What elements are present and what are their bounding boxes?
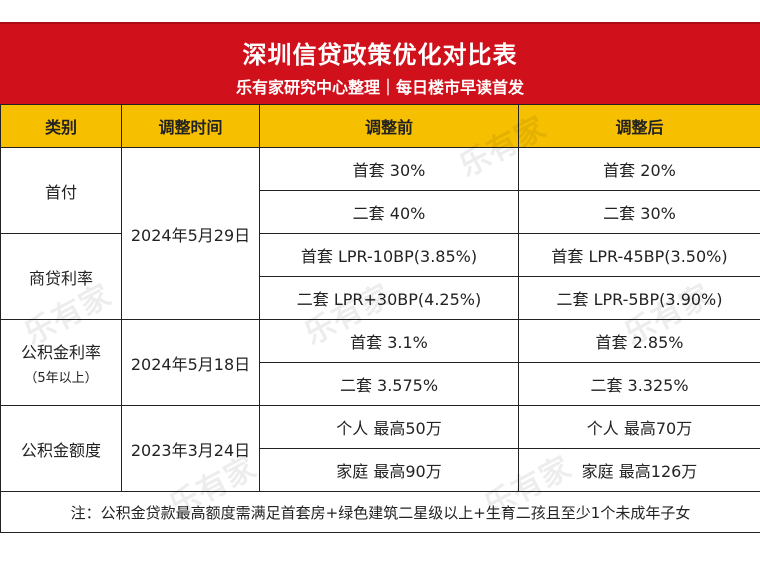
table-row: 家庭 最高90万 家庭 最高126万: [1, 448, 760, 492]
table-row: 二套 3.575% 二套 3.325%: [1, 362, 760, 406]
header-before: 调整前: [259, 104, 519, 148]
category-cell: 公积金额度: [0, 405, 122, 492]
table-subtitle: 乐有家研究中心整理｜每日楼市早读首发: [235, 78, 524, 97]
comparison-table: 类别 调整时间 调整前 调整后 首付 2024年5月29日 首套 30% 首套 …: [0, 104, 760, 533]
footnote: 注：公积金贷款最高额度需满足首套房+绿色建筑二星级以上+生育二孩且至少1个未成年…: [0, 491, 760, 533]
category-cell: 公积金利率 （5年以上）: [0, 319, 122, 406]
before-cell: 家庭 最高90万: [259, 448, 519, 492]
category-cell: 商贷利率: [0, 233, 122, 320]
date-cell: 2024年5月18日: [121, 319, 260, 406]
title-banner: 深圳信贷政策优化对比表 乐有家研究中心整理｜每日楼市早读首发: [0, 22, 760, 106]
table-row: 公积金利率 （5年以上） 2024年5月18日 首套 3.1% 首套 2.85%: [0, 319, 760, 406]
before-cell: 二套 LPR+30BP(4.25%): [259, 276, 519, 320]
header-after: 调整后: [518, 104, 760, 148]
policy-comparison-figure: 深圳信贷政策优化对比表 乐有家研究中心整理｜每日楼市早读首发 类别 调整时间 调…: [0, 22, 760, 542]
before-cell: 二套 40%: [259, 190, 519, 234]
note-row: 注：公积金贷款最高额度需满足首套房+绿色建筑二星级以上+生育二孩且至少1个未成年…: [0, 491, 760, 533]
after-cell: 二套 30%: [518, 190, 760, 234]
before-cell: 首套 LPR-10BP(3.85%): [259, 233, 519, 277]
after-cell: 首套 20%: [518, 147, 760, 191]
category-cell: 首付: [0, 147, 122, 234]
after-cell: 首套 LPR-45BP(3.50%): [518, 233, 760, 277]
table-row: 二套 40% 二套 30%: [1, 190, 760, 234]
date-cell: 2023年3月24日: [121, 405, 260, 492]
date-cell: 2024年5月29日: [121, 147, 260, 320]
after-cell: 家庭 最高126万: [518, 448, 760, 492]
after-cell: 个人 最高70万: [518, 405, 760, 449]
table-row: 二套 LPR+30BP(4.25%) 二套 LPR-5BP(3.90%): [1, 276, 760, 320]
before-cell: 个人 最高50万: [259, 405, 519, 449]
before-cell: 二套 3.575%: [259, 362, 519, 406]
header-row: 类别 调整时间 调整前 调整后: [0, 104, 760, 148]
table-row: 公积金额度 2023年3月24日 个人 最高50万 个人 最高70万: [0, 405, 760, 492]
after-cell: 二套 LPR-5BP(3.90%): [518, 276, 760, 320]
before-cell: 首套 3.1%: [259, 319, 519, 363]
category-note: （5年以上）: [24, 371, 98, 386]
category-label: 公积金利率: [20, 343, 101, 362]
after-cell: 首套 2.85%: [518, 319, 760, 363]
table-row: 首付 2024年5月29日 首套 30% 首套 20%: [0, 147, 760, 320]
header-date: 调整时间: [121, 104, 260, 148]
after-cell: 二套 3.325%: [518, 362, 760, 406]
header-category: 类别: [0, 104, 122, 148]
before-cell: 首套 30%: [259, 147, 519, 191]
table-row: 商贷利率 首套 LPR-10BP(3.85%) 首套 LPR-45BP(3.50…: [0, 233, 760, 320]
table-title: 深圳信贷政策优化对比表: [242, 41, 518, 69]
